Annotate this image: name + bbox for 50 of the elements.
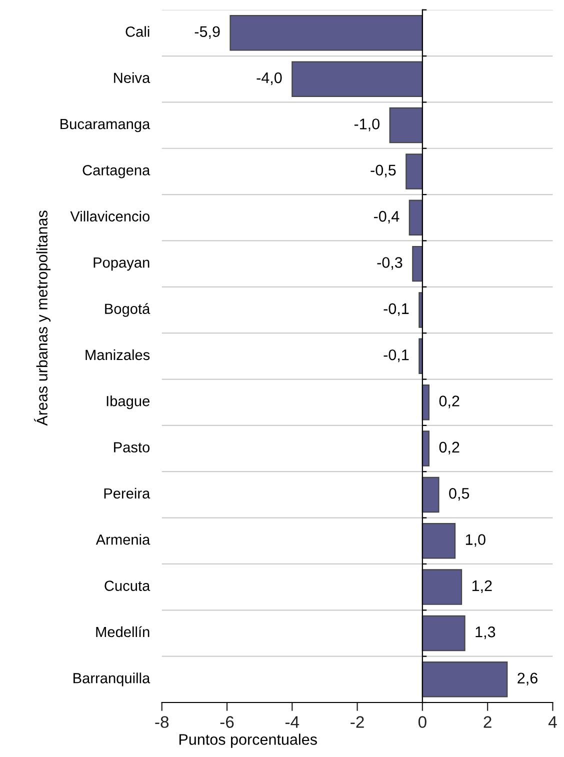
data-label: 0,2 [439,396,460,408]
data-label: 0,2 [439,442,460,454]
bar [422,615,466,652]
data-label: 0,5 [449,488,470,501]
bar [406,154,423,190]
bar [389,107,423,144]
y-tick-label: Neiva [114,72,150,84]
data-label: -1,0 [354,118,380,132]
x-tick-label: -6 [220,716,234,728]
data-label: 1,2 [472,580,492,593]
bar [412,246,423,282]
data-label: -0,4 [374,210,400,224]
y-tick-label: Ibague [106,396,150,410]
y-tick-label: Cali [126,26,150,37]
y-tick-label: Bogotá [105,303,150,317]
bar [292,61,423,97]
y-tick-label: Bucaramanga [60,119,150,132]
y-axis-title: Áreas urbanas y metropolitanas [34,210,51,426]
bar [408,200,423,236]
data-label: 1,3 [476,626,496,640]
bar [422,569,462,605]
y-tick-label: Manizales [86,349,150,360]
y-tick-label: Pasto [114,442,150,452]
x-tick-label: 0 [418,716,426,728]
x-tick-label: 4 [548,716,557,728]
data-label: -4,0 [256,72,282,86]
y-tick-label: Armenia [96,534,150,545]
y-tick-label: Medellín [96,626,150,638]
bar [422,523,456,559]
data-label: -0,1 [384,349,409,362]
y-tick-label: Pereira [104,488,150,499]
data-label: -5,9 [194,26,220,39]
data-label: -0,5 [370,164,396,178]
data-label: 1,0 [466,534,486,547]
x-tick-label: -4 [285,716,300,728]
y-tick-label: Villavicencio [70,210,150,222]
bar [230,15,423,51]
x-tick-label: -2 [350,716,364,728]
x-axis-title: Puntos porcentuales [179,734,317,748]
x-tick-label: -8 [155,716,169,728]
bar [422,476,440,513]
data-label: -0,3 [377,257,402,270]
data-label: -0,1 [384,303,409,316]
y-tick-label: Popayan [94,258,150,271]
y-tick-label: Cartagena [82,165,150,178]
y-tick-label: Cucuta [104,580,150,591]
x-tick-label: 2 [484,716,492,728]
bar [422,662,508,698]
y-tick-label: Barranquilla [74,672,150,686]
data-label: 2,6 [518,672,538,686]
